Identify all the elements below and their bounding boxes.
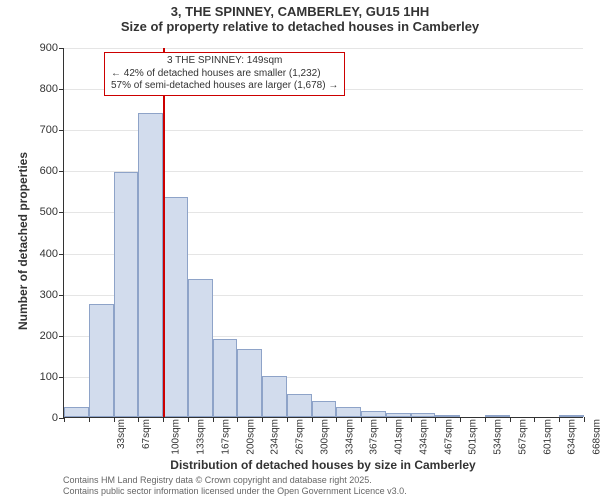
x-tick-label: 367sqm [369, 419, 380, 455]
x-tick-label: 501sqm [468, 419, 479, 455]
gridline [64, 48, 583, 49]
y-tick-label: 600 [40, 165, 64, 177]
x-tick-mark [213, 417, 214, 422]
annotation-line-2: ← 42% of detached houses are smaller (1,… [111, 68, 338, 81]
x-tick-mark [89, 417, 90, 422]
y-axis-title: Number of detached properties [16, 152, 30, 330]
x-tick-label: 401sqm [394, 419, 405, 455]
y-tick-label: 500 [40, 206, 64, 218]
histogram-bar [213, 339, 238, 417]
histogram-bar [64, 407, 89, 417]
histogram-bar [361, 411, 386, 417]
x-tick-label: 334sqm [344, 419, 355, 455]
chart-title: 3, THE SPINNEY, CAMBERLEY, GU15 1HH Size… [0, 4, 600, 34]
chart-container: 3, THE SPINNEY, CAMBERLEY, GU15 1HH Size… [0, 0, 600, 500]
x-tick-mark [460, 417, 461, 422]
x-tick-label: 668sqm [592, 419, 600, 455]
x-tick-label: 267sqm [295, 419, 306, 455]
x-tick-label: 67sqm [141, 419, 152, 449]
x-tick-mark [435, 417, 436, 422]
histogram-bar [188, 279, 213, 417]
x-tick-mark [584, 417, 585, 422]
x-tick-label: 100sqm [171, 419, 182, 455]
x-tick-mark [237, 417, 238, 422]
histogram-bar [114, 172, 139, 417]
histogram-bar [485, 415, 510, 417]
annotation-box: 3 THE SPINNEY: 149sqm← 42% of detached h… [104, 52, 345, 96]
footer-line-1: Contains HM Land Registry data © Crown c… [63, 475, 407, 487]
title-line-1: 3, THE SPINNEY, CAMBERLEY, GU15 1HH [0, 4, 600, 19]
histogram-bar [262, 376, 287, 417]
histogram-bar [89, 304, 114, 417]
x-tick-mark [138, 417, 139, 422]
histogram-bar [435, 415, 460, 417]
y-tick-label: 300 [40, 289, 64, 301]
x-tick-mark [114, 417, 115, 422]
y-tick-label: 200 [40, 330, 64, 342]
x-tick-mark [188, 417, 189, 422]
title-line-2: Size of property relative to detached ho… [0, 19, 600, 34]
annotation-line-3: 57% of semi-detached houses are larger (… [111, 80, 338, 93]
histogram-bar [559, 415, 584, 417]
x-tick-label: 434sqm [418, 419, 429, 455]
histogram-bar [237, 349, 262, 417]
x-tick-mark [361, 417, 362, 422]
y-tick-label: 400 [40, 248, 64, 260]
x-tick-mark [534, 417, 535, 422]
reference-line [163, 48, 165, 417]
y-tick-label: 700 [40, 124, 64, 136]
x-tick-mark [312, 417, 313, 422]
x-tick-label: 133sqm [196, 419, 207, 455]
annotation-line-1: 3 THE SPINNEY: 149sqm [111, 55, 338, 68]
histogram-bar [163, 197, 188, 417]
footer-line-2: Contains public sector information licen… [63, 486, 407, 498]
x-tick-label: 634sqm [567, 419, 578, 455]
histogram-bar [411, 413, 436, 417]
x-tick-mark [287, 417, 288, 422]
histogram-bar [312, 401, 337, 417]
x-tick-label: 234sqm [270, 419, 281, 455]
histogram-bar [287, 394, 312, 417]
x-tick-label: 200sqm [245, 419, 256, 455]
histogram-bar [386, 413, 411, 417]
x-tick-mark [411, 417, 412, 422]
y-tick-label: 0 [52, 412, 64, 424]
x-tick-mark [64, 417, 65, 422]
x-tick-label: 167sqm [220, 419, 231, 455]
x-tick-mark [163, 417, 164, 422]
y-tick-label: 900 [40, 42, 64, 54]
x-tick-label: 300sqm [319, 419, 330, 455]
y-tick-label: 100 [40, 371, 64, 383]
x-tick-mark [386, 417, 387, 422]
x-tick-mark [510, 417, 511, 422]
x-tick-label: 467sqm [443, 419, 454, 455]
x-tick-label: 601sqm [542, 419, 553, 455]
x-tick-mark [559, 417, 560, 422]
footer-attribution: Contains HM Land Registry data © Crown c… [63, 475, 407, 498]
x-tick-label: 567sqm [518, 419, 529, 455]
x-tick-mark [485, 417, 486, 422]
x-tick-label: 534sqm [493, 419, 504, 455]
y-tick-label: 800 [40, 83, 64, 95]
x-tick-mark [262, 417, 263, 422]
x-tick-mark [336, 417, 337, 422]
x-axis-title: Distribution of detached houses by size … [63, 458, 583, 472]
histogram-bar [336, 407, 361, 417]
plot-area: 010020030040050060070080090033sqm67sqm10… [63, 48, 583, 418]
x-tick-label: 33sqm [116, 419, 127, 449]
histogram-bar [138, 113, 163, 417]
